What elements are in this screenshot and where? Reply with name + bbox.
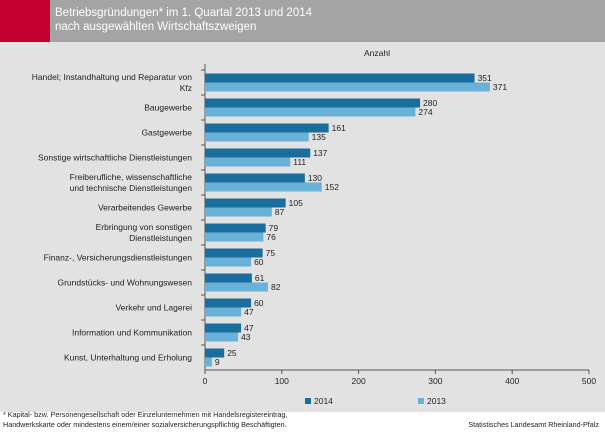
bar-2013 [205, 82, 490, 92]
bar-value-label: 87 [275, 207, 285, 217]
legend-swatch-2014 [305, 398, 311, 404]
bar-value-label: 161 [332, 123, 346, 133]
chart-header: Betriebsgründungen* im 1. Quartal 2013 u… [0, 0, 605, 42]
bar-2013 [205, 182, 322, 192]
bar-value-label: 371 [493, 82, 507, 92]
bar-value-label: 9 [215, 357, 220, 367]
bar-2014 [205, 73, 475, 83]
bar-2014 [205, 348, 225, 358]
category-label: Baugewerbe [144, 103, 192, 113]
bar-value-label: 152 [325, 182, 339, 192]
bar-2013 [205, 307, 242, 317]
chart-title: Betriebsgründungen* im 1. Quartal 2013 u… [55, 7, 313, 33]
bar-2014 [205, 248, 263, 258]
category-label: Kfz [180, 83, 192, 93]
bar-value-label: 76 [266, 232, 276, 242]
x-tick-label: 400 [505, 376, 519, 386]
bar-value-label: 60 [254, 257, 264, 267]
bar-value-label: 274 [418, 107, 432, 117]
legend-label: 2014 [314, 396, 333, 406]
bar-value-label: 280 [423, 98, 437, 108]
bar-value-label: 47 [244, 307, 254, 317]
category-label: Freiberufliche, wissenschaftliche [70, 172, 193, 182]
x-tick-label: 300 [428, 376, 442, 386]
bar-2013 [205, 357, 212, 367]
x-tick-label: 100 [275, 376, 289, 386]
source-note: Statistisches Landesamt Rheinland-Pfalz [468, 420, 599, 429]
bar-2014 [205, 173, 305, 183]
category-label: Verarbeitendes Gewerbe [98, 203, 192, 213]
category-label: Finanz-, Versicherungsdienstleistungen [44, 253, 193, 263]
bar-value-label: 137 [313, 148, 327, 158]
bar-2013 [205, 282, 268, 292]
bar-2014 [205, 148, 311, 158]
bar-value-label: 47 [244, 323, 254, 333]
category-label: Erbringung von sonstigen [96, 222, 193, 232]
unit-label: Anzahl [364, 48, 390, 58]
bar-2013 [205, 332, 239, 342]
category-label: Sonstige wirtschaftliche Dienstleistunge… [38, 153, 192, 163]
bar-value-label: 61 [255, 273, 265, 283]
bar-value-label: 75 [266, 248, 276, 258]
bar-2013 [205, 232, 264, 242]
category-label: Dienstleistungen [129, 233, 192, 243]
bar-2014 [205, 298, 252, 308]
footnote: * Kapital- bzw. Personengesellschaft ode… [3, 410, 288, 429]
bar-2014 [205, 273, 252, 283]
legend-label: 2013 [427, 396, 446, 406]
bar-2014 [205, 323, 242, 333]
bar-2013 [205, 257, 252, 267]
bar-2013 [205, 157, 291, 167]
bar-value-label: 43 [241, 332, 251, 342]
legend-swatch-2013 [418, 398, 424, 404]
x-tick-label: 200 [352, 376, 366, 386]
bar-2014 [205, 198, 286, 208]
bar-2014 [205, 123, 329, 133]
header-accent-bar [0, 0, 50, 42]
x-tick-label: 500 [582, 376, 596, 386]
bar-value-label: 111 [293, 157, 306, 167]
bar-value-label: 130 [308, 173, 322, 183]
category-label: Verkehr und Lagerei [115, 303, 192, 313]
category-label: Kunst, Unterhaltung und Erholung [64, 353, 192, 363]
bar-value-label: 351 [478, 73, 492, 83]
bar-value-label: 82 [271, 282, 281, 292]
bar-value-label: 25 [227, 348, 237, 358]
bar-value-label: 135 [312, 132, 326, 142]
bar-2014 [205, 98, 421, 108]
bar-2014 [205, 223, 266, 233]
bar-2013 [205, 107, 416, 117]
category-label: Grundstücks- und Wohnungswesen [57, 278, 192, 288]
bar-2013 [205, 207, 272, 217]
bar-value-label: 60 [254, 298, 264, 308]
category-label: und technische Dienstleistungen [70, 183, 193, 193]
category-label: Handel; Instandhaltung und Reparatur von [32, 72, 192, 82]
bar-value-label: 79 [269, 223, 279, 233]
bar-value-label: 105 [289, 198, 303, 208]
category-label: Information und Kommunikation [72, 328, 192, 338]
bar-2013 [205, 132, 309, 142]
x-tick-label: 0 [203, 376, 208, 386]
category-label: Gastgewerbe [141, 128, 192, 138]
